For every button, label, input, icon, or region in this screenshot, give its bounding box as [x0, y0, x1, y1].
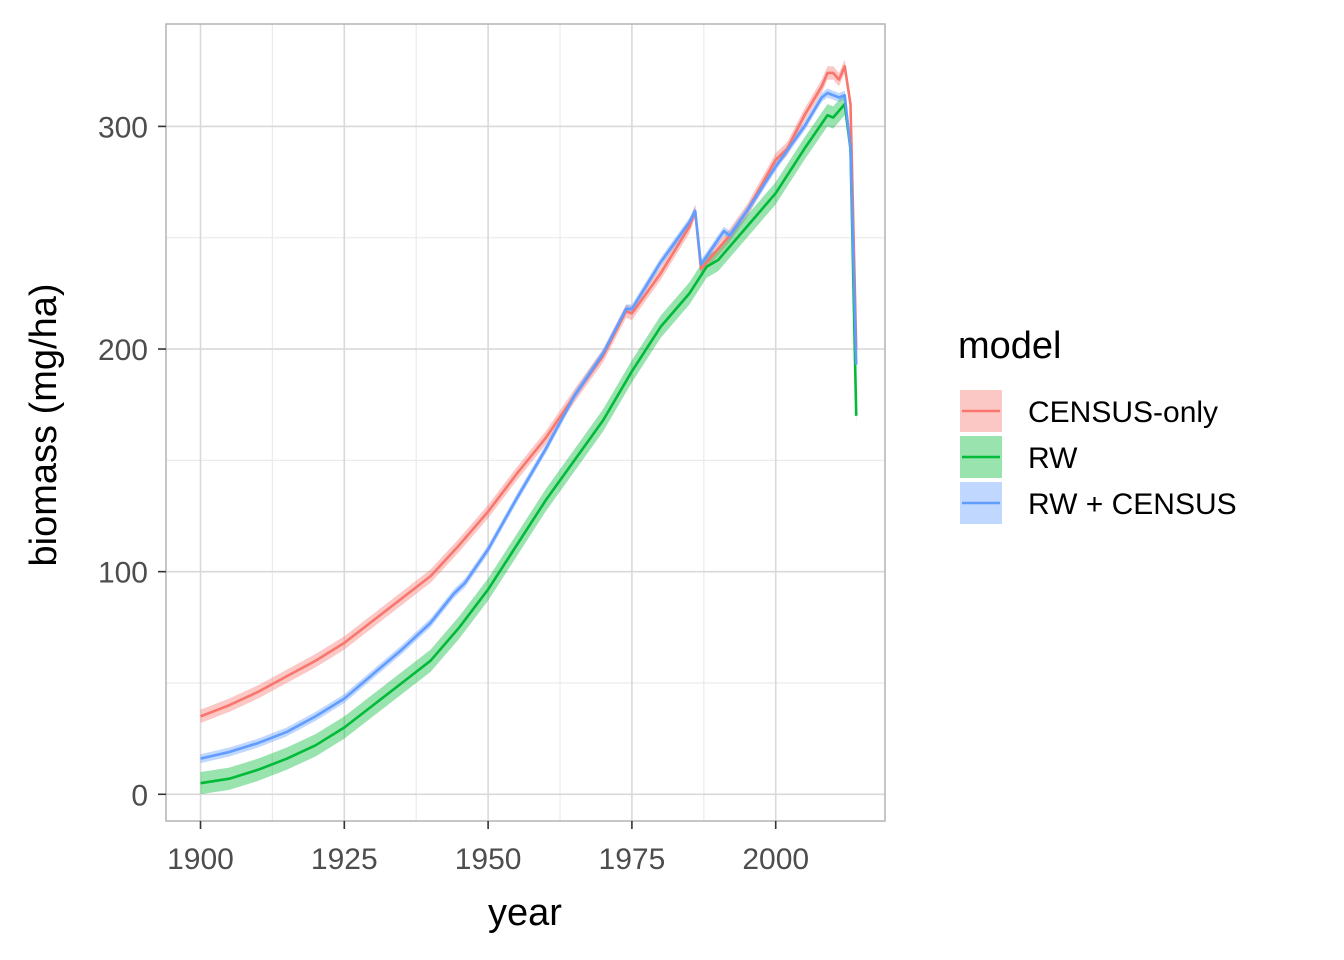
legend: model CENSUS-only RW RW + CENSUS	[958, 325, 1237, 524]
confidence-ribbons	[200, 59, 857, 795]
y-tick-label: 100	[98, 557, 148, 590]
y-axis-title: biomass (mg/ha)	[23, 284, 65, 567]
major-gridlines	[166, 24, 885, 821]
legend-label-rw-census: RW + CENSUS	[1028, 488, 1237, 521]
rw-ribbon	[200, 93, 857, 795]
series-lines	[200, 64, 858, 785]
x-tick-label: 2000	[742, 843, 809, 876]
census-only-ribbon	[200, 59, 857, 724]
x-tick-label: 1925	[311, 843, 378, 876]
legend-label-census-only: CENSUS-only	[1028, 396, 1218, 429]
plot-panel-border	[165, 23, 886, 822]
x-tick-label: 1950	[455, 843, 522, 876]
minor-gridlines	[166, 24, 885, 821]
y-tick-label: 200	[98, 334, 148, 367]
y-tick-label: 300	[98, 111, 148, 144]
x-tick-label: 1900	[167, 843, 234, 876]
census-only-line	[200, 64, 858, 718]
y-tick-labels: 0 100 200 300	[98, 111, 148, 812]
y-tick-label: 0	[131, 779, 148, 812]
legend-title: model	[958, 325, 1062, 367]
rw-line	[200, 102, 858, 785]
x-axis-title: year	[488, 892, 562, 934]
x-tick-label: 1975	[599, 843, 666, 876]
axis-ticks	[158, 125, 777, 829]
legend-label-rw: RW	[1028, 442, 1078, 475]
x-tick-labels: 1900 1925 1950 1975 2000	[167, 843, 809, 876]
rw-census-line	[200, 91, 858, 760]
